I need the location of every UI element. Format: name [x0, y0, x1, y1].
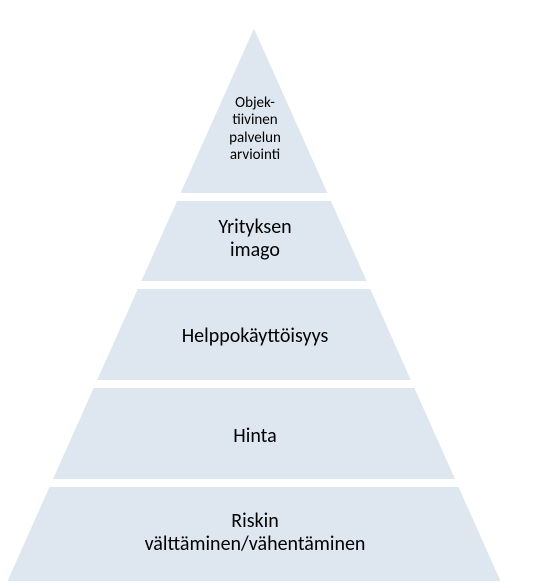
pyramid-layer-1 — [179, 26, 329, 194]
pyramid-layer-4 — [51, 387, 456, 480]
pyramid-layer-3 — [96, 288, 413, 381]
pyramid-layer-2 — [140, 200, 368, 282]
pyramid-layer-5 — [6, 486, 502, 582]
pyramid-diagram: Objek- tiivinen palvelun arviointi Yrity… — [0, 0, 545, 588]
pyramid-shape — [0, 0, 545, 588]
